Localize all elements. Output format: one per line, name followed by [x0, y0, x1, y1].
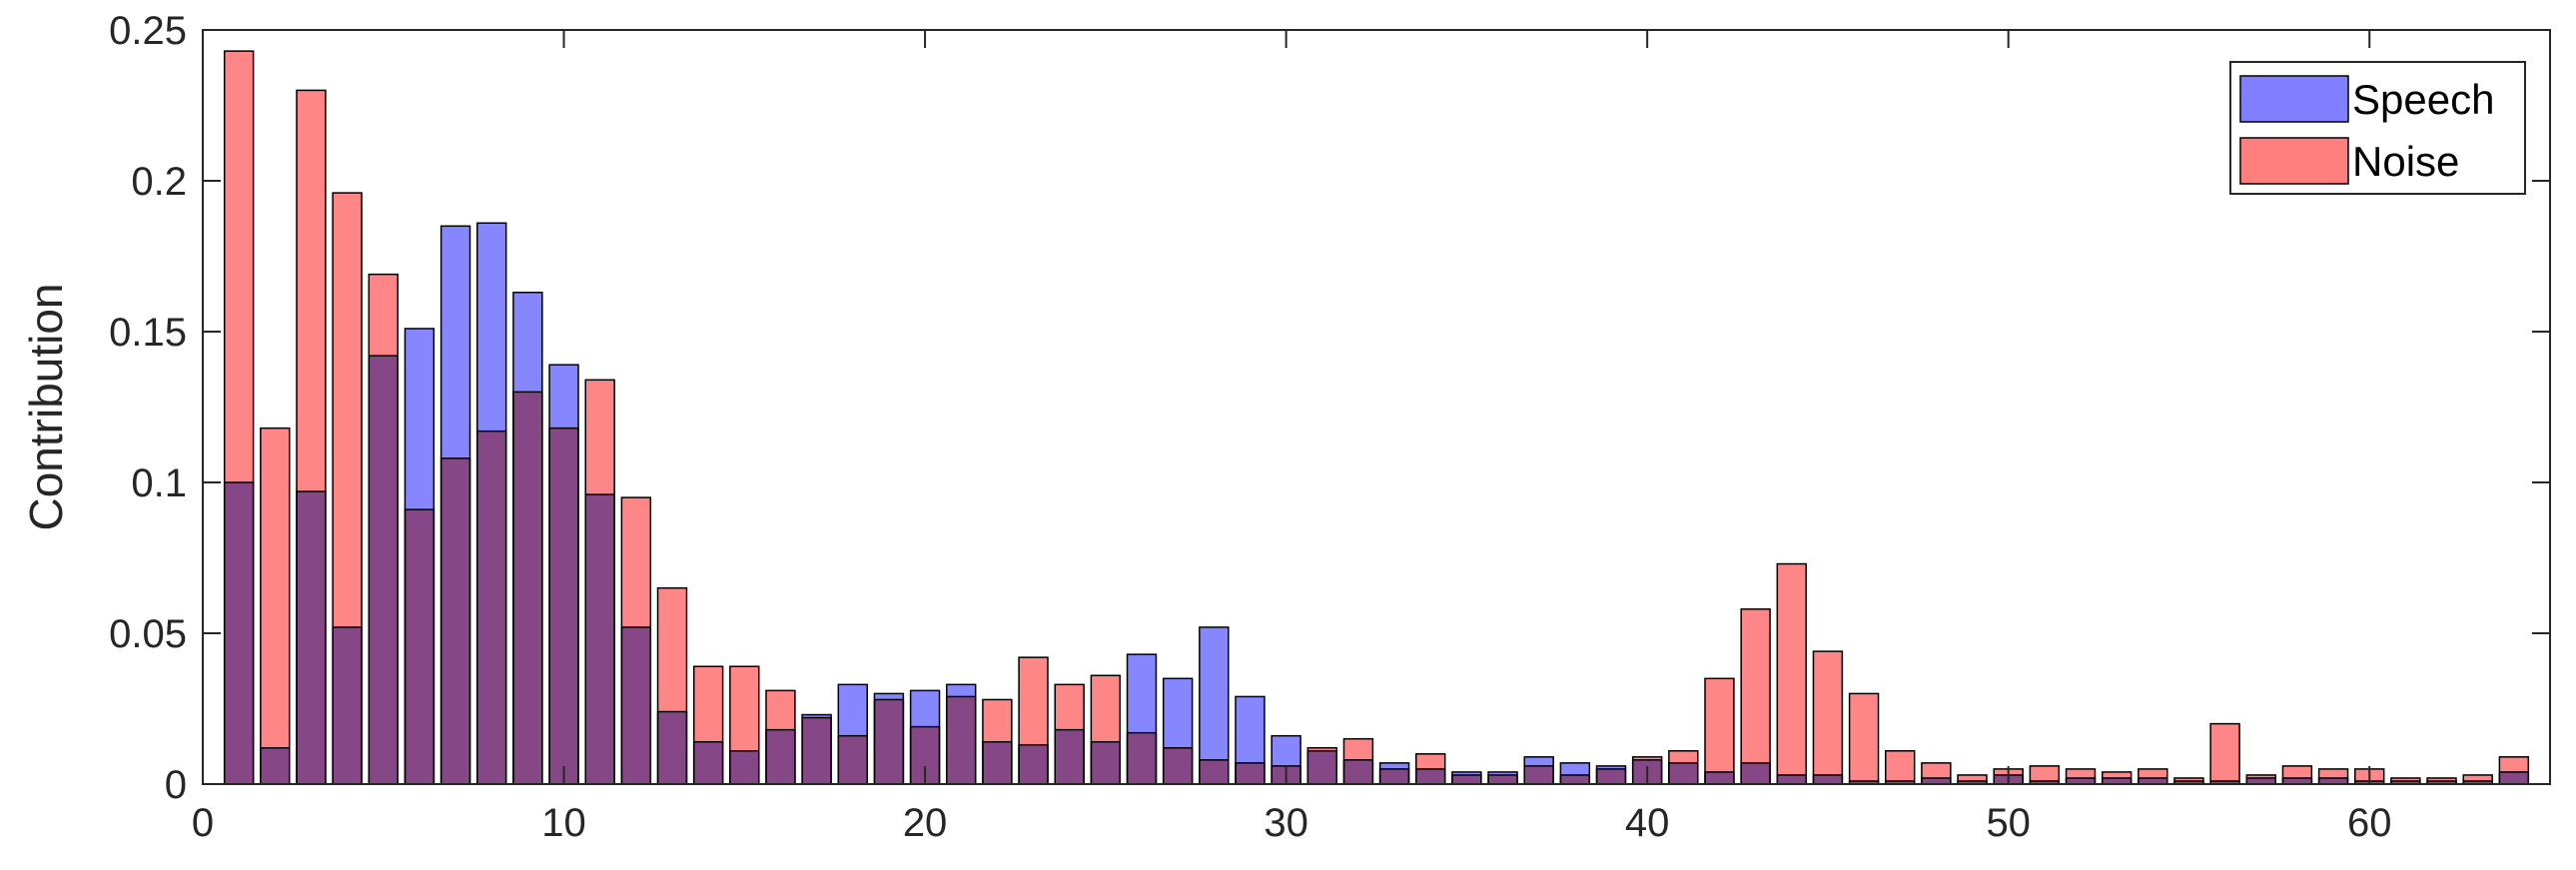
x-tick-label-0: 0 [192, 801, 214, 845]
noise-bar-21 [946, 695, 977, 785]
noise-bar-59 [2317, 768, 2349, 785]
x-tick-label-10: 10 [541, 801, 586, 845]
y-tick-label-0: 0 [165, 763, 187, 807]
noise-bar-51 [2029, 765, 2061, 785]
noise-bar-10 [548, 427, 579, 785]
noise-bar-32 [1342, 737, 1374, 785]
legend-swatch-noise [2239, 137, 2349, 185]
noise-bar-23 [1018, 656, 1049, 785]
noise-bar-8 [476, 430, 507, 785]
noise-bar-28 [1199, 759, 1230, 785]
x-tick-label-30: 30 [1264, 801, 1308, 845]
y-tick-label-0.05: 0.05 [109, 612, 187, 656]
noise-bar-39 [1595, 768, 1627, 785]
noise-bar-36 [1487, 774, 1518, 785]
noise-bar-25 [1090, 674, 1122, 785]
noise-bar-6 [404, 508, 435, 785]
noise-bar-54 [2138, 768, 2168, 785]
noise-bar-2 [260, 427, 291, 785]
noise-bar-53 [2101, 771, 2133, 785]
y-tick-label-0.15: 0.15 [109, 311, 187, 355]
noise-bar-24 [1054, 683, 1085, 785]
x-tick-label-40: 40 [1625, 801, 1670, 845]
noise-bar-14 [692, 665, 724, 785]
noise-bar-46 [1848, 692, 1880, 785]
noise-bar-1 [223, 50, 255, 785]
noise-bar-63 [2462, 774, 2493, 785]
noise-bar-12 [620, 496, 652, 785]
legend: Speech Noise [2229, 61, 2526, 195]
noise-bar-13 [656, 586, 688, 785]
noise-bar-37 [1523, 765, 1554, 785]
noise-bar-22 [982, 698, 1013, 785]
noise-bar-33 [1378, 768, 1410, 785]
noise-bar-56 [2209, 722, 2240, 785]
bars-layer [223, 50, 2530, 785]
noise-bar-11 [584, 379, 615, 785]
noise-bar-64 [2498, 756, 2530, 785]
y-tick-labels: 0 0.05 0.1 0.15 0.2 0.25 [109, 9, 187, 807]
noise-bar-26 [1126, 731, 1158, 785]
noise-bar-52 [2065, 768, 2097, 785]
noise-bar-31 [1306, 747, 1337, 785]
noise-bar-38 [1559, 774, 1591, 785]
noise-bar-35 [1451, 774, 1482, 785]
noise-bar-27 [1162, 747, 1194, 785]
noise-bar-45 [1812, 650, 1844, 785]
legend-label-speech: Speech [2352, 76, 2494, 123]
noise-bar-18 [837, 734, 868, 785]
plot-frame [202, 29, 2551, 785]
legend-label-noise: Noise [2352, 138, 2459, 185]
noise-bar-57 [2245, 774, 2276, 785]
y-tick-label-0.2: 0.2 [131, 160, 187, 204]
noise-bar-41 [1668, 750, 1699, 785]
noise-bar-49 [1957, 774, 1988, 785]
noise-bar-29 [1235, 762, 1266, 785]
noise-bar-4 [332, 192, 363, 785]
noise-bar-5 [368, 273, 399, 785]
noise-bar-43 [1740, 608, 1771, 785]
x-tick-label-50: 50 [1986, 801, 2031, 845]
noise-bar-44 [1776, 562, 1807, 785]
noise-bar-34 [1415, 753, 1446, 785]
y-tick-label-0.25: 0.25 [109, 9, 187, 53]
noise-bar-3 [296, 89, 327, 785]
noise-bar-47 [1885, 750, 1916, 785]
ticks-layer [202, 29, 2550, 785]
noise-bar-17 [801, 716, 832, 785]
legend-swatch-speech [2239, 75, 2349, 123]
noise-bar-42 [1704, 677, 1735, 785]
noise-bar-16 [765, 689, 796, 785]
x-tick-labels: 0 10 20 30 40 50 60 [192, 801, 2392, 845]
noise-bar-7 [439, 457, 471, 785]
y-axis-label: Contribution [20, 283, 72, 530]
y-tick-label-0.1: 0.1 [131, 461, 187, 505]
noise-bar-48 [1921, 762, 1952, 785]
noise-bar-15 [729, 665, 760, 785]
noise-bar-9 [512, 391, 543, 785]
noise-bar-19 [873, 698, 905, 785]
noise-bar-58 [2281, 765, 2313, 785]
x-tick-label-20: 20 [903, 801, 948, 845]
x-tick-label-60: 60 [2347, 801, 2392, 845]
